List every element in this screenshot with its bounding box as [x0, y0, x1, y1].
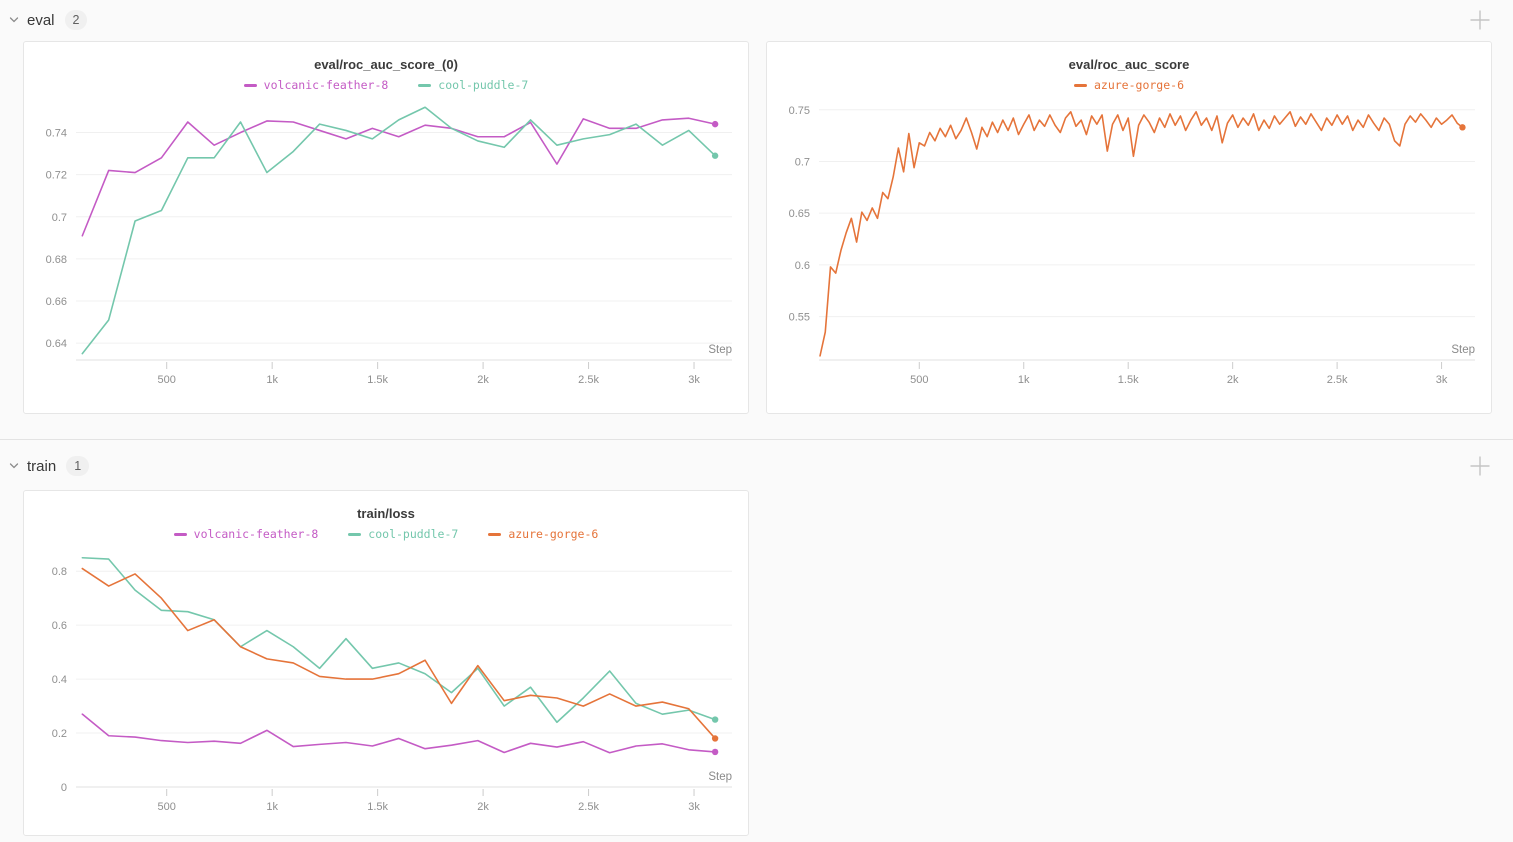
eval-panels-row: eval/roc_auc_score_(0) volcanic-feather-… — [23, 41, 1492, 414]
svg-text:0.65: 0.65 — [789, 208, 810, 220]
svg-text:1.5k: 1.5k — [367, 374, 388, 386]
run-name-label: azure-gorge-6 — [1093, 78, 1184, 92]
chart-title: eval/roc_auc_score — [1068, 57, 1190, 72]
svg-text:2k: 2k — [477, 801, 489, 813]
line-chart-eval-roc-auc-score-0[interactable]: 0.64 0.66 0.68 0.7 0.72 0.74 500 1k 1.5k 2k 2.5k 3k… — [24, 94, 748, 396]
line-chart-train-loss[interactable]: 0 0.2 0.4 0.6 0.8 500 1k 1.5k 2k 2.5k 3k Step — [24, 543, 748, 823]
legend-swatch — [348, 532, 362, 536]
legend-item-volcanic-feather-8[interactable]: volcanic-feather-8 — [173, 527, 319, 541]
svg-text:0.6: 0.6 — [795, 260, 810, 272]
svg-text:0.68: 0.68 — [46, 254, 67, 266]
add-panel-icon[interactable] — [1467, 7, 1493, 33]
svg-text:0.64: 0.64 — [46, 338, 67, 350]
svg-text:0.55: 0.55 — [789, 312, 810, 324]
svg-text:0.75: 0.75 — [789, 105, 810, 117]
svg-text:3k: 3k — [1436, 374, 1448, 386]
legend-item-cool-puddle-7[interactable]: cool-puddle-7 — [348, 527, 458, 541]
svg-text:0.74: 0.74 — [46, 128, 67, 140]
svg-text:1.5k: 1.5k — [1118, 374, 1139, 386]
legend-swatch — [488, 532, 502, 536]
run-name-label: volcanic-feather-8 — [263, 78, 389, 92]
section-title: eval — [27, 11, 55, 29]
svg-text:0.4: 0.4 — [52, 674, 67, 686]
section-title: train — [27, 457, 57, 475]
svg-text:3k: 3k — [688, 374, 700, 386]
chart-panel-train-loss[interactable]: train/loss volcanic-feather-8 cool-puddle… — [23, 490, 749, 836]
section-count-badge: 1 — [66, 455, 90, 477]
chart-panel-eval-roc-auc-score[interactable]: eval/roc_auc_score azure-gorge-6 0.55 0.6… — [766, 41, 1492, 414]
svg-text:2k: 2k — [1227, 374, 1239, 386]
svg-text:0.7: 0.7 — [795, 156, 810, 168]
svg-text:2.5k: 2.5k — [578, 374, 599, 386]
svg-text:2.5k: 2.5k — [1327, 374, 1348, 386]
svg-text:Step: Step — [1451, 344, 1475, 356]
chevron-down-icon[interactable] — [8, 14, 20, 26]
section-eval: eval 2 eval/roc_auc_score_(0) volcanic-f… — [0, 0, 1513, 414]
legend-item-azure-gorge-6[interactable]: azure-gorge-6 — [1073, 78, 1184, 92]
svg-text:0.72: 0.72 — [46, 170, 67, 182]
chart-panel-eval-roc-auc-score-0[interactable]: eval/roc_auc_score_(0) volcanic-feather-… — [23, 41, 749, 414]
legend-swatch — [243, 83, 257, 87]
legend-swatch — [418, 83, 432, 87]
legend-item-azure-gorge-6[interactable]: azure-gorge-6 — [488, 527, 598, 541]
chart-legend: volcanic-feather-8 cool-puddle-7 azure-gor… — [24, 527, 748, 541]
legend-item-volcanic-feather-8[interactable]: volcanic-feather-8 — [243, 78, 389, 92]
svg-text:0.2: 0.2 — [52, 728, 67, 740]
svg-text:0: 0 — [61, 782, 67, 794]
run-name-label: volcanic-feather-8 — [193, 527, 319, 541]
chevron-down-icon[interactable] — [8, 460, 20, 472]
chart-legend: azure-gorge-6 — [767, 78, 1491, 92]
line-chart-eval-roc-auc-score[interactable]: 0.55 0.6 0.65 0.7 0.75 500 1k 1.5k 2k 2.5k 3k Step — [767, 94, 1491, 396]
legend-swatch — [173, 532, 187, 536]
section-train: train 1 train/loss volcanic-feather-8 coo… — [0, 440, 1513, 836]
svg-text:0.6: 0.6 — [52, 620, 67, 632]
chart-legend: volcanic-feather-8 cool-puddle-7 — [24, 78, 748, 92]
svg-text:0.7: 0.7 — [52, 212, 67, 224]
legend-item-cool-puddle-7[interactable]: cool-puddle-7 — [418, 78, 528, 92]
run-name-label: cool-puddle-7 — [438, 78, 529, 92]
svg-text:0.8: 0.8 — [52, 566, 67, 578]
svg-text:1.5k: 1.5k — [367, 801, 388, 813]
legend-swatch — [1073, 83, 1087, 87]
section-header-train[interactable]: train 1 — [0, 440, 1513, 490]
svg-text:0.66: 0.66 — [46, 296, 67, 308]
svg-text:500: 500 — [158, 801, 176, 813]
svg-text:2k: 2k — [477, 374, 489, 386]
run-name-label: azure-gorge-6 — [508, 527, 599, 541]
svg-text:Step: Step — [708, 344, 732, 356]
section-divider — [0, 439, 1513, 440]
svg-text:1k: 1k — [266, 801, 278, 813]
svg-text:500: 500 — [910, 374, 928, 386]
train-panels-row: train/loss volcanic-feather-8 cool-puddle… — [23, 490, 1492, 836]
svg-text:2.5k: 2.5k — [578, 801, 599, 813]
chart-title: train/loss — [357, 506, 415, 521]
svg-text:Step: Step — [708, 771, 732, 783]
section-header-eval[interactable]: eval 2 — [0, 0, 1513, 41]
svg-text:3k: 3k — [688, 801, 700, 813]
svg-text:1k: 1k — [266, 374, 278, 386]
chart-title: eval/roc_auc_score_(0) — [314, 57, 458, 72]
svg-text:500: 500 — [158, 374, 176, 386]
add-panel-icon[interactable] — [1467, 453, 1493, 479]
section-count-badge: 2 — [64, 9, 88, 31]
svg-text:1k: 1k — [1018, 374, 1030, 386]
run-name-label: cool-puddle-7 — [368, 527, 459, 541]
